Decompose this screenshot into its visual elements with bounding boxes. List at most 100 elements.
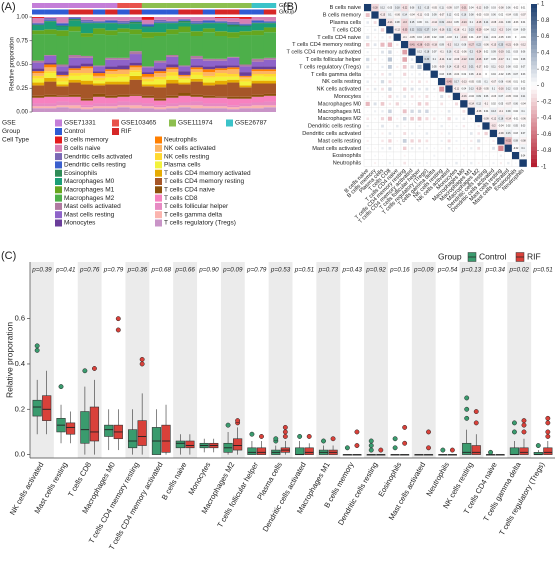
- corr-bg: [512, 78, 520, 86]
- bar-segment: [154, 19, 167, 22]
- bar-segment: [263, 76, 276, 81]
- corr-value: 0.11: [491, 67, 496, 69]
- corr-square: [410, 58, 414, 61]
- corr-value: -0.02: [513, 7, 519, 9]
- bar-segment: [93, 103, 106, 107]
- bar-segment: [166, 21, 179, 23]
- corr-bg: [445, 63, 453, 71]
- bar-segment: [117, 74, 130, 77]
- bar-segment: [178, 17, 191, 19]
- bar-segment: [215, 22, 228, 24]
- corr-value: 0.02: [432, 37, 437, 39]
- corr-value: 0.09: [491, 52, 496, 54]
- corr-value: -0.2: [499, 30, 504, 32]
- corr-value: 0.05: [513, 15, 518, 17]
- legend-label: T cells follicular helper: [164, 203, 229, 210]
- corr-square: [455, 161, 458, 165]
- corr-value: -0.12: [476, 7, 482, 9]
- band-shade: [459, 262, 484, 458]
- corr-square: [478, 155, 480, 157]
- corr-value: 0.09: [476, 96, 481, 98]
- corr-bg: [519, 4, 527, 12]
- legend-label: GSE103465: [121, 120, 157, 127]
- panel-label: (A): [1, 1, 16, 13]
- corr-value: -0.07: [439, 15, 445, 17]
- corr-bg: [445, 70, 453, 78]
- corr-bg: [482, 26, 490, 34]
- outlier: [464, 406, 470, 412]
- corr-square: [381, 50, 384, 54]
- corr-square: [396, 65, 399, 68]
- corr-bg: [460, 55, 468, 64]
- bar-segment: [32, 68, 45, 72]
- corr-square: [396, 43, 399, 46]
- bar-segment: [263, 105, 276, 108]
- bar-segment: [93, 22, 106, 24]
- bar-segment: [251, 17, 264, 20]
- corr-bg: [497, 11, 505, 19]
- bar-segment: [166, 83, 179, 96]
- bar-segment: [93, 21, 106, 23]
- corr-bg: [504, 70, 512, 78]
- corr-bg: [512, 144, 520, 152]
- bar-segment: [154, 17, 167, 20]
- corr-bg: [452, 4, 461, 12]
- bar-segment: [93, 23, 106, 29]
- corr-square: [470, 147, 473, 150]
- corr-value: 0.04: [513, 30, 518, 32]
- corr-square: [462, 147, 465, 150]
- bar-segment: [32, 34, 45, 61]
- corr-bg: [475, 55, 483, 64]
- corr-square: [469, 132, 473, 135]
- corr-value: -0.13: [498, 67, 504, 69]
- corr-bg: [408, 26, 416, 34]
- corr-value: 0.16: [447, 52, 452, 54]
- bar-segment: [80, 68, 94, 74]
- corr-value: 0.03: [521, 126, 526, 128]
- corr-value: -0.25: [424, 44, 430, 46]
- corr-value: 0.06: [513, 104, 518, 106]
- corr-value: -0.08: [491, 22, 497, 24]
- row-label: Mast cells activated: [312, 146, 361, 152]
- colorbar-step: [531, 65, 537, 70]
- colorbar-step: [531, 85, 537, 90]
- corr-square: [381, 36, 384, 39]
- outlier: [354, 429, 360, 435]
- corr-square: [470, 139, 473, 143]
- outlier: [139, 356, 145, 362]
- panel-label: (B): [283, 1, 298, 13]
- corr-bg: [497, 129, 505, 138]
- group-cell: [141, 9, 155, 15]
- box: [471, 445, 481, 455]
- corr-square: [403, 95, 407, 98]
- corr-bg: [430, 63, 438, 71]
- bar-segment: [227, 17, 240, 22]
- outlier: [225, 422, 231, 428]
- corr-bg: [452, 63, 461, 71]
- row-label: Plasma cells: [330, 20, 362, 26]
- group-cell: [251, 9, 264, 15]
- corr-value: 0.15: [410, 22, 415, 24]
- bar-segment: [239, 75, 252, 77]
- corr-bg: [489, 100, 498, 108]
- corr-value: 0.06: [484, 96, 489, 98]
- corr-square: [447, 139, 451, 143]
- corr-square: [381, 147, 384, 150]
- bar-segment: [80, 22, 94, 24]
- bar-segment: [251, 96, 264, 103]
- bar-segment: [202, 103, 216, 107]
- bar-segment: [227, 107, 240, 110]
- bar-segment: [68, 18, 81, 21]
- outlier: [249, 431, 255, 437]
- bar-segment: [117, 28, 130, 33]
- corr-square: [387, 64, 392, 69]
- corr-value: -0.21: [506, 44, 512, 46]
- corr-square: [366, 29, 369, 31]
- corr-value: -0.38: [417, 44, 423, 46]
- corr-bg: [489, 63, 498, 71]
- x-tick-label: Neutrophils: [424, 460, 451, 498]
- corr-square: [419, 155, 420, 157]
- corr-value: -0.01: [513, 118, 519, 120]
- corr-value: 0.05: [499, 104, 504, 106]
